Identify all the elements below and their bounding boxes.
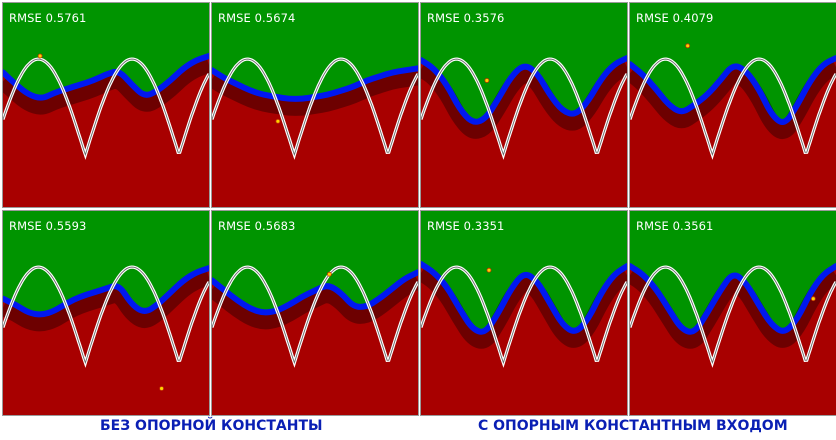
decision-map: [3, 211, 209, 415]
rmse-label: RMSE 0.3561: [636, 219, 714, 233]
target-curve-core: [212, 58, 418, 157]
rmse-label: RMSE 0.5593: [9, 219, 87, 233]
decision-map: [630, 211, 836, 415]
rmse-label: RMSE 0.3576: [427, 11, 505, 25]
decision-boundary: [630, 263, 836, 335]
sample-marker: [327, 271, 332, 277]
target-curve-core: [630, 58, 836, 157]
sample-marker: [37, 53, 43, 59]
group-label-right: С ОПОРНЫМ КОНСТАНТНЫМ ВХОДОМ: [478, 418, 788, 434]
transition-shadow: [3, 57, 209, 115]
rmse-label: RMSE 0.4079: [636, 11, 714, 25]
decision-map: [3, 3, 209, 207]
sample-marker: [275, 118, 281, 124]
sample-marker: [159, 386, 165, 391]
result-panel: RMSE 0.5593: [2, 210, 210, 416]
rmse-label: RMSE 0.5761: [9, 11, 87, 25]
rmse-label: RMSE 0.5674: [218, 11, 296, 25]
result-panel: RMSE 0.5674: [211, 2, 419, 208]
result-panel: RMSE 0.5761: [2, 2, 210, 208]
transition-shadow: [3, 269, 209, 332]
sample-marker: [685, 43, 691, 49]
target-curve-core: [3, 266, 209, 365]
result-panel: RMSE 0.3351: [420, 210, 628, 416]
decision-boundary: [3, 265, 209, 318]
transition-shadow: [421, 59, 627, 139]
result-panel: RMSE 0.3576: [420, 2, 628, 208]
decision-boundary: [3, 53, 209, 101]
decision-boundary: [421, 261, 627, 335]
result-panel: RMSE 0.5683: [211, 210, 419, 416]
result-panel: RMSE 0.3561: [629, 210, 836, 416]
class-a-region: [212, 211, 418, 313]
sample-marker: [484, 78, 490, 83]
rmse-label: RMSE 0.5683: [218, 219, 296, 233]
target-curve-core: [212, 266, 418, 365]
transition-shadow: [630, 59, 836, 139]
decision-boundary: [630, 55, 836, 125]
transition-shadow: [212, 274, 418, 330]
target-curve-core: [3, 58, 209, 157]
decision-boundary: [212, 269, 418, 316]
decision-map: [421, 211, 627, 415]
sample-marker: [810, 296, 816, 302]
group-label-left: БЕЗ ОПОРНОЙ КОНСТАНТЫ: [100, 418, 323, 434]
decision-boundary: [212, 65, 418, 102]
target-curve-core: [421, 58, 627, 157]
decision-map: [212, 3, 418, 207]
decision-boundary: [421, 55, 627, 125]
rmse-label: RMSE 0.3351: [427, 219, 505, 233]
decision-map: [421, 3, 627, 207]
result-panel: RMSE 0.4079: [629, 2, 836, 208]
decision-map: [630, 3, 836, 207]
class-a-region: [3, 211, 209, 315]
decision-map: [212, 211, 418, 415]
sample-marker: [486, 267, 492, 273]
target-curve-core: [421, 266, 627, 365]
target-curve-core: [630, 266, 836, 365]
